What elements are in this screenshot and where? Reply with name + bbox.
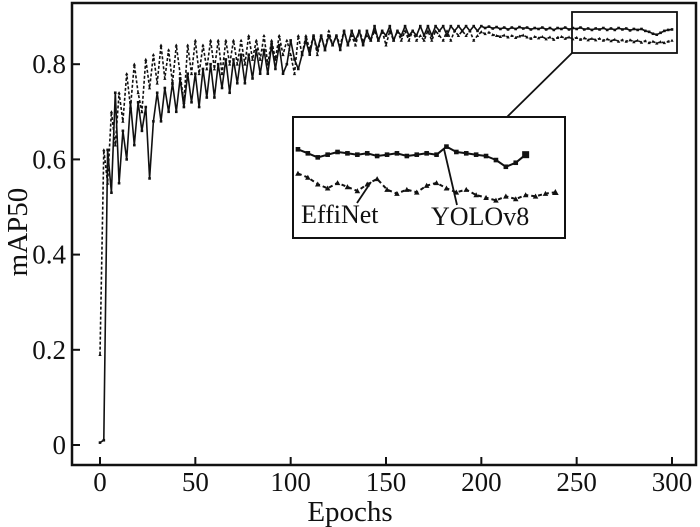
y-axis: 0 0.2 0.4 0.6 0.8 (32, 49, 80, 460)
y-tick-label: 0.2 (32, 335, 66, 365)
inset-series-effinet (295, 170, 559, 203)
x-axis: 0 50 100 150 200 250 300 (93, 457, 692, 497)
y-tick-label: 0.4 (32, 240, 66, 270)
inset-label-yolov8: YOLOv8 (431, 202, 530, 231)
zoom-region-rect (571, 11, 678, 54)
x-axis-title: Epochs (307, 496, 393, 527)
y-tick-label: 0.8 (32, 49, 66, 79)
plot-border (70, 1, 698, 467)
x-tick-label: 300 (652, 467, 693, 497)
y-tick-label: 0.6 (32, 144, 66, 174)
y-axis-title: mAP50 (2, 187, 34, 277)
series-effinet (98, 29, 674, 356)
x-tick-label: 200 (461, 467, 502, 497)
effinet-leader-line (356, 181, 372, 204)
zoom-connector-line (506, 52, 573, 118)
inset-box (292, 116, 566, 239)
inset-series-yolov8 (295, 144, 530, 170)
yolov8-leader-line (443, 148, 458, 206)
x-tick-label: 100 (270, 467, 311, 497)
x-tick-label: 250 (556, 467, 597, 497)
x-tick-label: 50 (182, 467, 209, 497)
inset-label-effinet: EffiNet (301, 200, 379, 229)
x-tick-label: 150 (366, 467, 407, 497)
y-tick-label: 0 (53, 430, 67, 460)
x-tick-label: 0 (93, 467, 107, 497)
